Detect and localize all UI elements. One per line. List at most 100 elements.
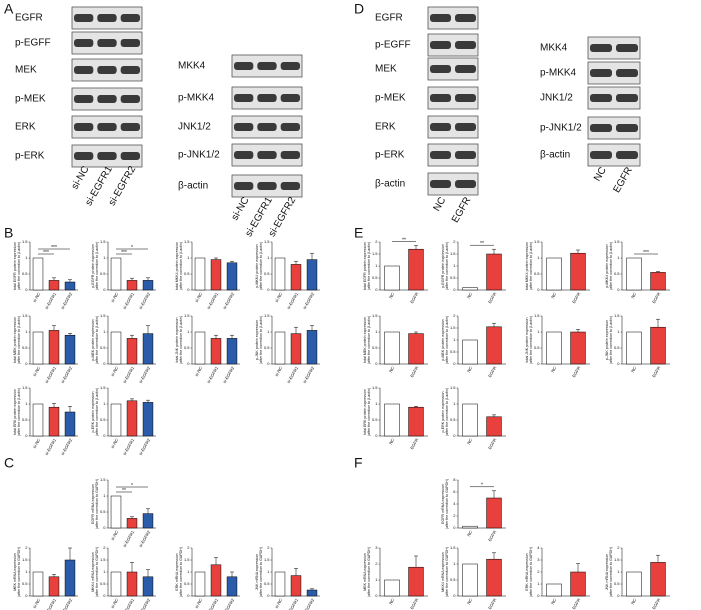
blot-label: p-EGFF xyxy=(375,40,411,51)
y-tick-label: 0 xyxy=(25,433,28,438)
y-axis-label: (after the correction to β-actin) xyxy=(609,316,613,364)
y-tick-label: 0 xyxy=(375,433,378,438)
bar xyxy=(64,334,76,365)
blot-band xyxy=(74,66,94,74)
x-tick-label: EGFR xyxy=(487,598,497,610)
y-tick-label: 1.5 xyxy=(372,251,378,256)
y-tick-label: 1 xyxy=(375,263,378,268)
panel-letter: B xyxy=(4,225,13,241)
bar xyxy=(142,280,154,291)
bar xyxy=(384,403,400,437)
blot-label: β-actin xyxy=(540,150,570,161)
panel-letter: D xyxy=(354,1,364,17)
y-axis-label: (after the correction to β-actin) xyxy=(367,316,371,364)
blot-band xyxy=(430,180,451,188)
y-axis-label: (after the correction to GAPDH) xyxy=(95,479,99,529)
blot-frame xyxy=(427,115,479,139)
y-axis-label: p-MKK4 protein expression xyxy=(255,244,259,287)
blot-label: JNK1/2 xyxy=(540,93,573,104)
bar xyxy=(142,402,154,437)
x-tick-label: si-NC xyxy=(32,292,42,304)
y-axis-label: p-EGFR protein expression xyxy=(91,244,95,288)
x-tick-label: si-NC xyxy=(32,598,42,610)
x-tick-label: si-EGFR2 xyxy=(222,365,236,384)
y-tick-label: 0.5 xyxy=(100,271,106,276)
blot-band xyxy=(455,94,476,102)
y-axis-label: JNK mRNA expression xyxy=(605,554,609,591)
y-tick-label: 1.5 xyxy=(184,313,190,318)
y-tick-label: 1 xyxy=(25,401,28,406)
bar xyxy=(486,253,502,291)
x-tick-label: EGFR xyxy=(409,292,419,305)
x-tick-label: si-EGFR2 xyxy=(222,291,236,310)
y-tick-label: 1 xyxy=(103,401,106,406)
blot-band xyxy=(616,151,638,159)
y-tick-label: 0 xyxy=(537,593,540,598)
y-tick-label: 1 xyxy=(537,581,540,586)
y-tick-label: 4 xyxy=(453,501,456,506)
y-tick-label: 0 xyxy=(103,593,106,598)
y-axis-label: (after the correction to β-actin) xyxy=(367,388,371,436)
y-axis-label: EGFR mRNA expression xyxy=(441,484,445,524)
bar xyxy=(290,264,302,291)
y-axis-label: (after the correction to GAPDH) xyxy=(179,547,183,597)
y-axis-label: (after the correction to β-actin) xyxy=(179,316,183,364)
x-tick-label: si-NC xyxy=(194,292,204,304)
blot-band xyxy=(280,123,300,131)
blot-label: MKK4 xyxy=(540,43,568,54)
bar xyxy=(194,257,206,291)
x-tick-label: EGFR xyxy=(409,366,419,379)
y-tick-label: 0 xyxy=(453,433,456,438)
blot-band xyxy=(74,95,94,103)
sig-label: * xyxy=(131,483,133,489)
y-tick-label: 1 xyxy=(453,337,456,342)
y-tick-label: 1 xyxy=(537,329,540,334)
y-axis-label: ERK mRNA expression xyxy=(175,553,179,590)
blot-frame xyxy=(587,61,641,85)
y-axis-label: p-ERK protein expression xyxy=(441,392,445,433)
blot-band xyxy=(97,39,117,47)
y-axis-label: (after the correction to β-actin) xyxy=(529,316,533,364)
y-tick-label: 0 xyxy=(103,361,106,366)
blot-band xyxy=(280,151,300,159)
x-tick-label: si-EGFR1 xyxy=(44,365,58,384)
y-tick-label: 0.5 xyxy=(22,581,28,586)
x-tick-label: NC xyxy=(630,292,637,300)
y-tick-label: 0.5 xyxy=(534,271,540,276)
bar xyxy=(462,563,478,597)
y-axis-label: (after the correction to β-actin) xyxy=(445,316,449,364)
blot-band xyxy=(97,95,117,103)
panel-letter: E xyxy=(354,225,363,241)
bar xyxy=(48,280,60,291)
y-tick-label: 0.5 xyxy=(372,417,378,422)
bar xyxy=(462,339,478,365)
x-tick-label: NC xyxy=(466,438,473,446)
x-tick-label: EGFR xyxy=(571,598,581,610)
y-tick-label: 1.5 xyxy=(450,325,456,330)
bar xyxy=(142,513,154,529)
bar xyxy=(142,333,154,365)
x-tick-label: NC xyxy=(388,292,395,300)
x-tick-label: NC xyxy=(466,366,473,374)
blot-band xyxy=(616,44,638,52)
y-tick-label: 0.5 xyxy=(450,417,456,422)
bar xyxy=(290,575,302,597)
y-tick-label: 1.5 xyxy=(100,385,106,390)
x-tick-label: EGFR xyxy=(571,292,581,305)
y-axis-label: MEK mRNA expression xyxy=(363,553,367,591)
bar xyxy=(274,257,286,291)
blot-frame xyxy=(587,116,641,140)
blot-frame xyxy=(427,57,479,81)
bar xyxy=(226,262,238,291)
blot-band xyxy=(234,94,254,102)
blot-band xyxy=(590,124,612,132)
bar xyxy=(408,248,424,291)
x-tick-label: si-EGFR1 xyxy=(122,291,136,310)
y-tick-label: 0 xyxy=(25,361,28,366)
y-tick-label: 0.5 xyxy=(450,349,456,354)
y-tick-label: 2 xyxy=(537,569,540,574)
y-axis-label: EGFR mRNA expression xyxy=(91,484,95,524)
y-tick-label: 2 xyxy=(375,239,378,244)
bar xyxy=(626,331,642,365)
bar xyxy=(306,589,318,597)
